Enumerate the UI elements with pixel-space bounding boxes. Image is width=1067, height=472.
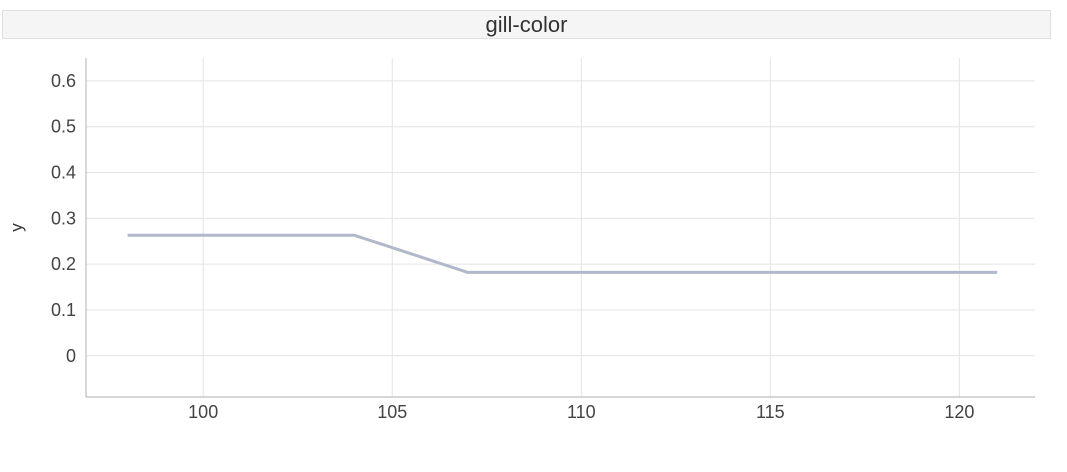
x-tick-label-1: 105 (377, 402, 407, 422)
series-group (127, 233, 998, 274)
y-tick-label-6: 0.6 (51, 71, 76, 91)
x-tick-label-4: 120 (944, 402, 974, 422)
axes (85, 58, 1035, 398)
y-tick-label-3: 0.3 (51, 208, 76, 228)
y-tick-label-5: 0.5 (51, 117, 76, 137)
x-tick-label-2: 110 (567, 402, 596, 422)
y-tick-label-2: 0.2 (51, 254, 76, 274)
x-tick-label-0: 100 (188, 402, 218, 422)
y-tick-label-4: 0.4 (51, 163, 76, 183)
y-axis-label: y (7, 223, 26, 232)
chart-title: gill-color (2, 10, 1051, 39)
series-line-0 (127, 233, 998, 274)
y-tick-label-1: 0.1 (51, 300, 76, 320)
y-tick-label-0: 0 (66, 346, 76, 366)
x-tick-label-3: 115 (756, 402, 785, 422)
tick-labels: 0 0.1 0.2 0.3 0.4 0.5 0.6 100 105 110 115 120 (51, 71, 974, 422)
grid-lines (86, 58, 1035, 397)
